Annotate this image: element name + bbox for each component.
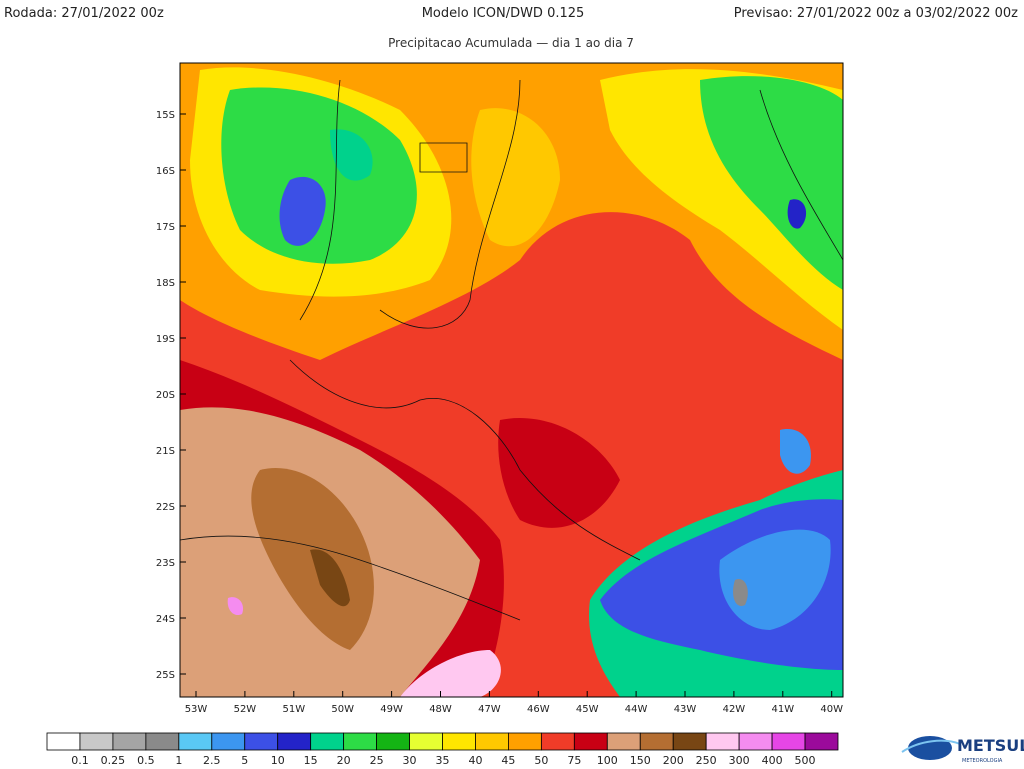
lon-label: 46W [527,704,550,715]
legend-label: 200 [663,754,684,767]
legend-swatch [211,732,246,751]
legend-label: 20 [337,754,351,767]
legend-swatch [540,732,575,751]
legend-label: 150 [630,754,651,767]
lon-label: 53W [185,704,208,715]
legend-label: 35 [436,754,450,767]
lon-label: 45W [576,704,599,715]
lon-label: 43W [674,704,697,715]
logo: METSUL METEOROLOGIA [901,736,1024,764]
lat-label: 22S [156,502,175,513]
lon-label: 50W [331,704,354,715]
legend-swatch [475,732,509,751]
lon-label: 44W [625,704,648,715]
lon-label: 42W [723,704,746,715]
lon-label: 49W [380,704,403,715]
legend-swatch [573,732,608,751]
legend-label: 40 [468,754,482,767]
legend-swatch [376,732,410,751]
legend-swatch [79,732,114,751]
legend-swatch [112,732,147,751]
lat-label: 24S [156,614,175,625]
legend-swatch [705,732,740,751]
legend-label: 5 [241,754,248,767]
legend-swatch [244,732,279,751]
lat-label: 23S [156,558,175,569]
legend-swatch [343,732,377,751]
map-subtitle: Precipitacao Acumulada — dia 1 ao dia 7 [388,36,634,50]
legend-swatch [178,732,213,751]
model-name: Modelo ICON/DWD 0.125 [422,6,585,21]
legend-label: 300 [729,754,750,767]
legend-label: 75 [567,754,581,767]
legend-label: 0.1 [71,754,89,767]
latitude-axis: 15S 16S 17S 18S 19S 20S 21S 22S 23S 24S 25S [156,110,186,681]
lat-label: 19S [156,334,175,345]
logo-tagline: METEOROLOGIA [962,758,1003,764]
legend-label: 1 [175,754,182,767]
forecast-period: Previsao: 27/01/2022 00z a 03/02/2022 00… [734,6,1018,21]
legend-swatch [738,732,773,751]
legend-label: 10 [271,754,285,767]
longitude-axis: 53W 52W 51W 50W 49W 48W 47W 46W 45W 44W 43W 42W 41W 4… [185,691,843,715]
logo-name: METSUL [957,736,1024,755]
legend-swatch [277,732,312,751]
legend-swatch [46,732,81,751]
legend-label: 50 [534,754,548,767]
map-frame [179,62,844,698]
legend-swatch [606,732,641,751]
lon-label: 48W [429,704,452,715]
legend-label: 15 [304,754,318,767]
lat-label: 15S [156,110,175,121]
legend-swatch [508,732,542,751]
legend-label: 2.5 [203,754,221,767]
lat-label: 17S [156,222,175,233]
legend-swatch [442,732,476,751]
legend-label: 250 [696,754,717,767]
lat-label: 16S [156,166,175,177]
lon-label: 51W [282,704,305,715]
legend-label: 0.5 [137,754,155,767]
legend-swatch [672,732,707,751]
lon-label: 41W [771,704,794,715]
lon-label: 47W [478,704,501,715]
legend-label: 100 [597,754,618,767]
run-time: Rodada: 27/01/2022 00z [4,6,164,21]
lat-label: 20S [156,390,175,401]
legend-label: 30 [403,754,417,767]
legend-label: 500 [795,754,816,767]
legend-label: 25 [370,754,384,767]
precipitation-field [180,63,843,697]
legend-label: 400 [762,754,783,767]
legend-swatch [145,732,180,751]
lat-label: 21S [156,446,175,457]
legend-label: 45 [501,754,515,767]
lat-label: 25S [156,670,175,681]
lon-label: 40W [820,704,843,715]
legend-swatch [409,732,443,751]
lon-label: 52W [234,704,257,715]
legend-swatch [639,732,674,751]
legend-swatch [804,732,839,751]
legend-swatch [310,732,345,751]
lat-label: 18S [156,278,175,289]
legend-label: 0.25 [101,754,126,767]
legend-swatch [771,732,806,751]
color-legend: 0.1 0.25 0.5 1 2.5 5 10 15 20 25 30 35 40 45 50 75 100 15… [46,732,839,767]
